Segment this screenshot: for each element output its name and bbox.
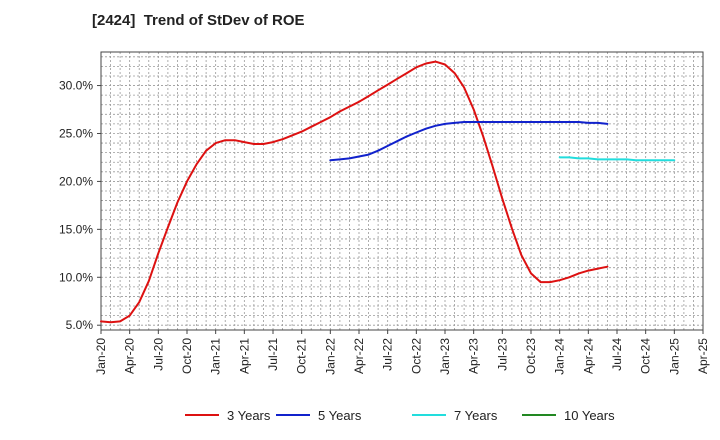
legend-label: 7 Years <box>454 407 498 423</box>
x-tick-label: Jul-24 <box>610 338 624 371</box>
x-tick-label: Jul-22 <box>381 338 395 371</box>
y-tick-label: 25.0% <box>59 126 93 140</box>
y-tick-label: 15.0% <box>59 222 93 236</box>
legend-swatch <box>185 414 219 416</box>
x-tick-label: Apr-21 <box>237 338 251 374</box>
x-tick-label: Apr-20 <box>123 338 137 374</box>
x-tick-label: Jul-23 <box>495 338 509 371</box>
series-line-7-years <box>558 156 676 162</box>
x-tick-label: Jan-24 <box>553 338 567 375</box>
series-line-5-years <box>329 121 609 162</box>
series-line-3-years <box>100 60 609 324</box>
legend-item: 3 Years <box>185 404 270 426</box>
chart-title: [2424] Trend of StDev of ROE <box>92 12 305 29</box>
x-tick-label: Oct-23 <box>524 338 538 374</box>
y-tick-label: 30.0% <box>59 79 93 93</box>
legend-label: 10 Years <box>564 407 615 423</box>
legend-swatch <box>522 414 556 416</box>
x-tick-label: Apr-24 <box>581 338 595 374</box>
x-tick-label: Oct-22 <box>409 338 423 374</box>
x-tick-label: Oct-20 <box>180 338 194 374</box>
x-tick-label: Jan-21 <box>209 338 223 375</box>
x-tick-label: Jul-20 <box>151 338 165 371</box>
x-tick-label: Apr-23 <box>467 338 481 374</box>
legend-item: 10 Years <box>522 404 615 426</box>
x-tick-label: Jan-25 <box>667 338 681 375</box>
x-tick-label: Apr-25 <box>696 338 710 374</box>
x-tick-label: Jan-22 <box>323 338 337 375</box>
x-tick-label: Jan-23 <box>438 338 452 375</box>
chart-legend: 3 Years 5 Years 7 Years 10 Years <box>0 404 720 426</box>
legend-swatch <box>412 414 446 416</box>
y-tick-label: 5.0% <box>66 318 94 332</box>
y-tick-label: 10.0% <box>59 270 93 284</box>
x-tick-label: Oct-24 <box>639 338 653 374</box>
plot-border <box>100 51 704 331</box>
y-tick-label: 20.0% <box>59 174 93 188</box>
legend-label: 3 Years <box>227 407 271 423</box>
x-tick-label: Oct-21 <box>295 338 309 374</box>
legend-item: 5 Years <box>276 404 361 426</box>
legend-label: 5 Years <box>318 407 362 423</box>
legend-swatch <box>276 414 310 416</box>
x-tick-label: Jan-20 <box>94 338 108 375</box>
x-tick-label: Apr-22 <box>352 338 366 374</box>
x-tick-label: Jul-21 <box>266 338 280 371</box>
legend-item: 7 Years <box>412 404 497 426</box>
